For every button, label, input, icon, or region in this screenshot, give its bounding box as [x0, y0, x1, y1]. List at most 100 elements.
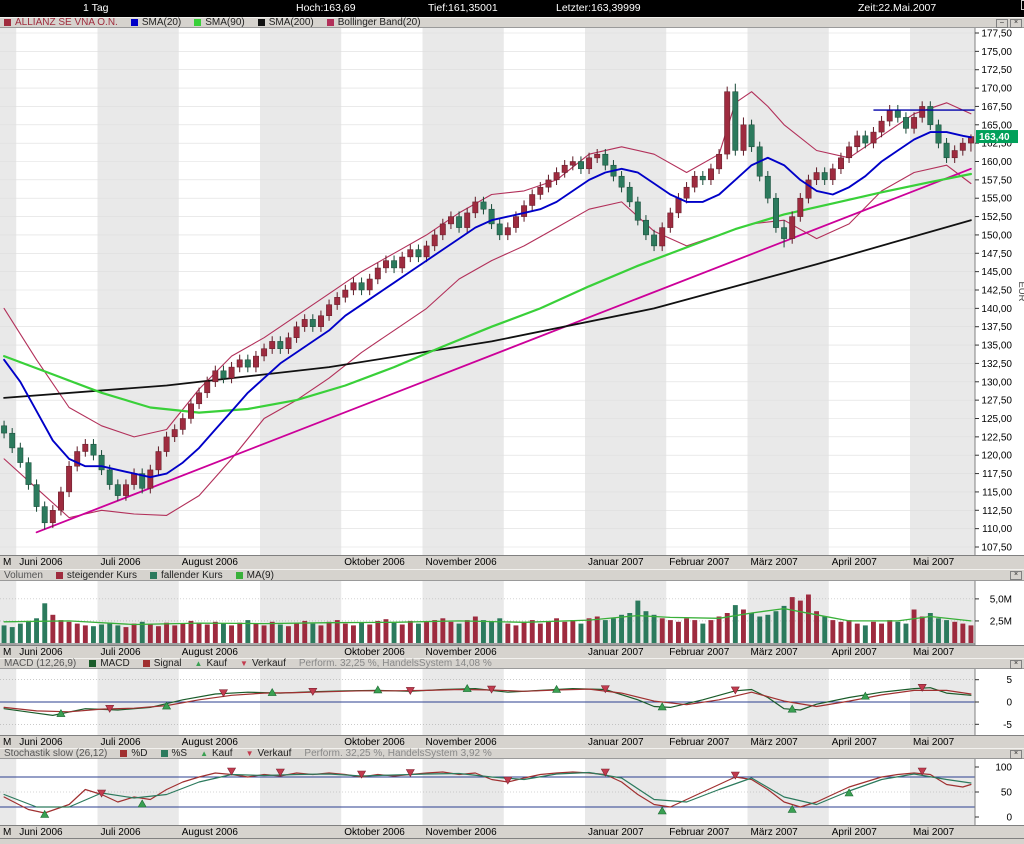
legend-item: SMA(90): [194, 17, 245, 28]
time-axis-label: Februar 2007: [669, 827, 730, 838]
legend-color-icon: [142, 660, 150, 667]
time-axis-label: Juli 2006: [100, 557, 141, 568]
stochastic-legend: %D %S ▲ Kauf ▼ Verkauf: [120, 748, 291, 759]
legend-label: %D: [131, 748, 148, 759]
svg-text:177,50: 177,50: [981, 29, 1012, 40]
legend-item: ▼ Verkauf: [246, 748, 292, 759]
panel-close-icon[interactable]: ×: [1010, 660, 1022, 669]
svg-text:145,00: 145,00: [981, 267, 1012, 278]
time-axis-label: August 2006: [181, 737, 238, 748]
time-axis-label: April 2007: [831, 557, 877, 568]
legend-item: ▲ Kauf: [200, 748, 233, 759]
panel-close-icon[interactable]: ×: [1010, 19, 1022, 28]
svg-text:127,50: 127,50: [981, 396, 1012, 407]
timeframe-label[interactable]: 1 Tag: [83, 2, 109, 14]
legend-label: Verkauf: [257, 748, 292, 759]
svg-text:162,50: 162,50: [981, 139, 1012, 150]
legend-item: fallender Kurs: [149, 570, 223, 581]
svg-text:115,00: 115,00: [982, 487, 1012, 498]
time-axis-label: November 2006: [425, 557, 497, 568]
time-axis-label: August 2006: [181, 827, 238, 838]
time-axis-label: Oktober 2006: [344, 827, 405, 838]
legend-color-icon: [149, 571, 157, 579]
svg-text:2,5M: 2,5M: [990, 616, 1012, 627]
macd-panel-header: MACD (12,26,9) MACD Signal ▲ Kauf ▼ Verkauf P…: [0, 658, 1024, 669]
legend-label: MACD: [100, 658, 130, 669]
svg-text:132,50: 132,50: [981, 359, 1012, 370]
time-axis-label: Mai 2007: [913, 647, 955, 658]
time-axis-label: Oktober 2006: [344, 737, 405, 748]
buy-triangle-icon: ▲: [194, 658, 203, 668]
svg-text:-5: -5: [1003, 720, 1012, 731]
legend-label: steigender Kurs: [66, 569, 137, 581]
legend-label: %S: [171, 748, 188, 759]
time-axis-label: M: [3, 827, 12, 838]
time-axis-label: Juni 2006: [19, 737, 63, 748]
time-axis-label: Februar 2007: [669, 557, 730, 568]
macd-title: MACD (12,26,9): [4, 658, 77, 669]
legend-label: Signal: [153, 658, 182, 669]
legend-label: Bollinger Band(20): [337, 17, 421, 28]
legend-item: SMA(20): [130, 17, 182, 28]
stochastic-panel-controls: ×: [1010, 750, 1022, 759]
svg-text:110,00: 110,00: [982, 524, 1012, 535]
stochastic-chart[interactable]: 100 50 0: [0, 759, 1024, 825]
time-axis-label: Februar 2007: [669, 647, 730, 658]
legend-color-icon: [257, 19, 265, 26]
last-value: Letzter:163,39999: [556, 2, 641, 14]
time-axis-label: Juni 2006: [19, 557, 63, 568]
volume-panel-controls: ×: [1010, 571, 1022, 580]
svg-text:100: 100: [995, 763, 1012, 774]
panel-close-icon[interactable]: ×: [1010, 571, 1022, 580]
svg-text:120,00: 120,00: [981, 451, 1012, 462]
legend-label: Kauf: [212, 748, 233, 759]
time-axis-label: November 2006: [425, 827, 497, 838]
time-axis-label: Juni 2006: [19, 827, 63, 838]
price-chart[interactable]: 107,50 110,00 112,50 115,00 117,50 120,00 122,…: [0, 28, 1024, 555]
legend-color-icon: [130, 19, 138, 26]
legend-color-icon: [160, 750, 168, 757]
time-axis-label: April 2007: [831, 647, 877, 658]
svg-text:167,50: 167,50: [981, 102, 1012, 113]
svg-text:147,50: 147,50: [981, 249, 1012, 260]
stochastic-title: Stochastik slow (26,12): [4, 748, 108, 759]
legend-item: %D: [120, 748, 148, 759]
svg-text:142,50: 142,50: [981, 286, 1012, 297]
svg-text:130,00: 130,00: [981, 377, 1012, 388]
svg-text:163,40: 163,40: [979, 132, 1010, 143]
legend-color-icon: [89, 660, 97, 667]
time-axis-label: März 2007: [750, 827, 798, 838]
panel-close-icon[interactable]: ×: [1010, 750, 1022, 759]
low-value: Tief:161,35001: [428, 2, 498, 14]
window-bottom-edge: [0, 838, 1024, 844]
legend-label: Kauf: [206, 658, 228, 669]
time-axis-label: M: [3, 647, 12, 658]
legend-color-icon: [4, 19, 11, 26]
svg-text:0: 0: [1006, 698, 1012, 709]
time-axis-label: November 2006: [425, 647, 497, 658]
svg-text:172,50: 172,50: [981, 65, 1012, 76]
legend-color-icon: [326, 19, 334, 26]
svg-text:EUR: EUR: [1016, 281, 1024, 301]
svg-text:0: 0: [1006, 813, 1012, 824]
high-value: Hoch:163,69: [296, 2, 356, 14]
time-axis-label: März 2007: [750, 647, 798, 658]
macd-chart[interactable]: 5 0 -5: [0, 669, 1024, 735]
legend-item: Signal: [142, 658, 182, 669]
window-close-icon[interactable]: ×: [1021, 0, 1024, 10]
svg-text:160,00: 160,00: [981, 157, 1012, 168]
time-axis-label: Januar 2007: [588, 737, 644, 748]
time-axis-label: Februar 2007: [669, 737, 730, 748]
volume-chart[interactable]: 2,5M 5,0M: [0, 581, 1024, 645]
price-panel-controls: ‒ ×: [996, 19, 1022, 28]
time-axis-label: M: [3, 557, 12, 568]
svg-text:112,50: 112,50: [982, 506, 1012, 517]
legend-label: SMA(20): [141, 17, 182, 28]
panel-minimize-icon[interactable]: ‒: [996, 19, 1008, 28]
time-axis-volume: M Juni 2006 Juli 2006 August 2006 Oktober 20…: [0, 645, 1024, 658]
volume-title: Volumen: [4, 569, 43, 581]
legend-item: steigender Kurs: [55, 569, 137, 581]
macd-legend: MACD Signal ▲ Kauf ▼ Verkauf: [89, 658, 286, 669]
sell-triangle-icon: ▼: [240, 658, 248, 668]
